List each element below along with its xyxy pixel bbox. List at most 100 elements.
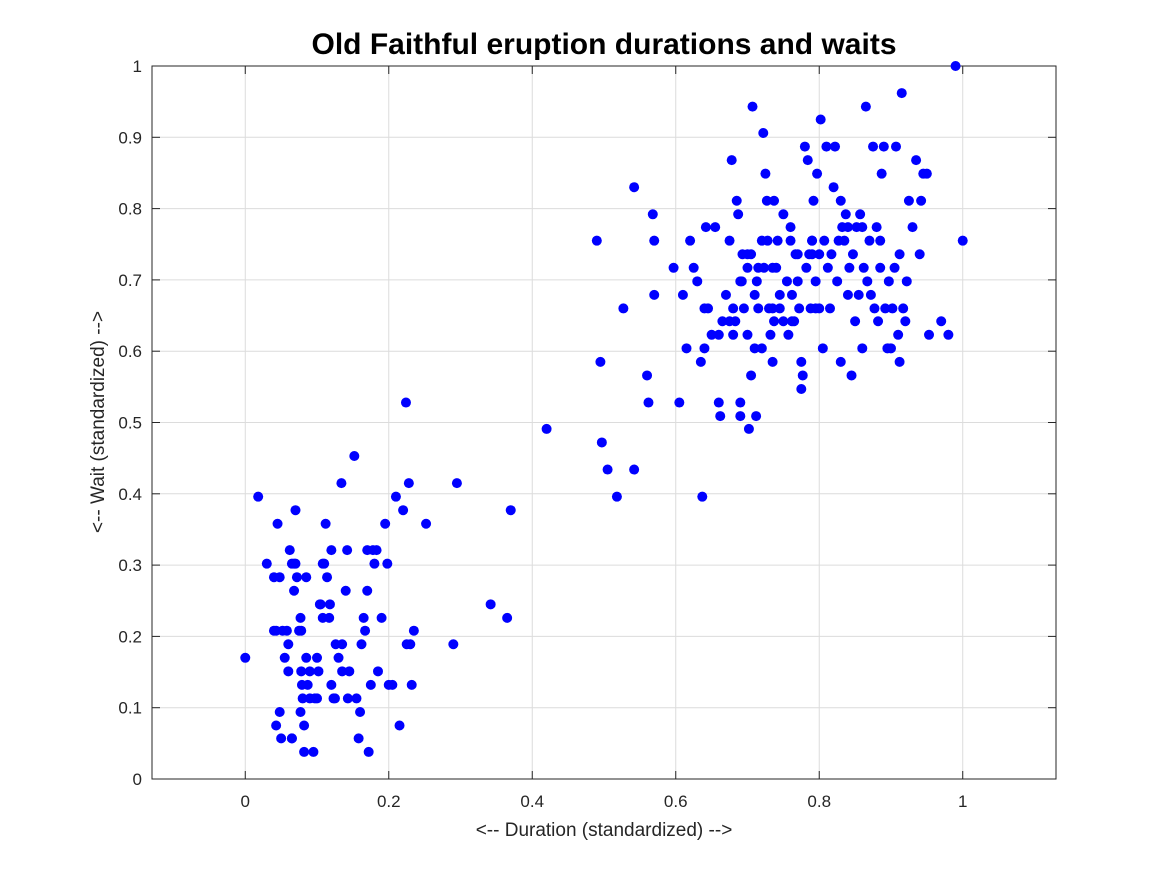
data-point — [842, 222, 853, 233]
data-point — [772, 235, 783, 246]
data-point — [451, 478, 462, 489]
y-tick-label: 0.3 — [118, 556, 142, 575]
data-point — [921, 168, 932, 179]
data-point — [304, 666, 315, 677]
data-point — [832, 276, 843, 287]
y-tick-label: 0.6 — [118, 342, 142, 361]
data-point — [308, 746, 319, 757]
data-point — [786, 289, 797, 300]
data-point — [875, 235, 886, 246]
data-point — [911, 155, 922, 166]
data-point — [286, 733, 297, 744]
data-point — [814, 303, 825, 314]
data-point — [893, 329, 904, 340]
x-tick-label: 0.4 — [520, 792, 544, 811]
data-point — [853, 289, 864, 300]
data-point — [885, 343, 896, 354]
data-point — [839, 235, 850, 246]
data-point — [371, 545, 382, 556]
data-point — [717, 316, 728, 327]
data-point — [796, 356, 807, 367]
data-point — [541, 423, 552, 434]
data-point — [297, 693, 308, 704]
data-point — [758, 262, 769, 273]
data-point — [373, 666, 383, 677]
data-point — [340, 585, 351, 596]
data-point — [394, 720, 405, 731]
data-point — [283, 639, 294, 650]
data-point — [807, 235, 818, 246]
data-point — [324, 612, 335, 623]
data-point — [901, 276, 912, 287]
data-point — [936, 316, 947, 327]
x-tick-label: 0.6 — [664, 792, 688, 811]
data-point — [864, 235, 875, 246]
data-point — [400, 397, 411, 408]
data-point — [731, 195, 742, 206]
data-point — [284, 545, 295, 556]
data-point — [797, 370, 808, 381]
data-point — [274, 706, 285, 717]
data-point — [448, 639, 459, 650]
data-point — [857, 222, 868, 233]
data-point — [842, 289, 853, 300]
data-point — [758, 128, 769, 139]
y-tick-label: 0.9 — [118, 128, 142, 147]
data-point — [894, 249, 905, 260]
data-point — [313, 666, 324, 677]
y-tick-label: 0.7 — [118, 271, 142, 290]
data-point — [312, 693, 323, 704]
data-point — [815, 114, 826, 125]
data-point — [369, 558, 380, 569]
y-tick-label: 0.8 — [118, 200, 142, 219]
data-point — [943, 329, 954, 340]
data-point — [647, 209, 658, 220]
data-point — [728, 329, 739, 340]
data-point — [299, 720, 310, 731]
data-point — [355, 706, 366, 717]
data-point — [688, 262, 699, 273]
y-axis-label: <-- Wait (standardized) --> — [88, 311, 109, 533]
data-point — [629, 464, 640, 475]
data-point — [785, 222, 796, 233]
data-point — [281, 625, 292, 636]
data-point — [814, 249, 825, 260]
data-point — [840, 209, 851, 220]
data-point — [301, 572, 312, 583]
data-point — [742, 249, 753, 260]
data-point — [276, 733, 287, 744]
data-point — [812, 168, 823, 179]
data-point — [502, 612, 513, 623]
data-point — [324, 599, 335, 610]
data-point — [272, 518, 283, 529]
data-point — [380, 518, 391, 529]
data-point — [677, 289, 688, 300]
data-point — [860, 101, 871, 112]
data-point — [294, 625, 305, 636]
x-tick-label: 0.8 — [807, 792, 831, 811]
data-point — [728, 303, 739, 314]
data-point — [801, 262, 812, 273]
y-tick-label: 0.5 — [118, 414, 142, 433]
data-point — [649, 235, 660, 246]
data-point — [826, 249, 837, 260]
data-point — [900, 316, 911, 327]
data-point — [730, 316, 741, 327]
data-point — [808, 195, 819, 206]
data-point — [903, 195, 914, 206]
data-point — [871, 222, 882, 233]
data-point — [769, 195, 780, 206]
data-point — [855, 209, 866, 220]
data-point — [726, 155, 737, 166]
data-point — [720, 289, 731, 300]
data-point — [735, 411, 746, 422]
data-point — [746, 370, 757, 381]
data-point — [403, 478, 414, 489]
data-point — [401, 639, 412, 650]
data-point — [891, 141, 902, 152]
data-point — [291, 572, 302, 583]
data-point — [896, 88, 907, 99]
data-point — [767, 303, 778, 314]
data-points — [240, 61, 968, 757]
data-point — [710, 222, 721, 233]
